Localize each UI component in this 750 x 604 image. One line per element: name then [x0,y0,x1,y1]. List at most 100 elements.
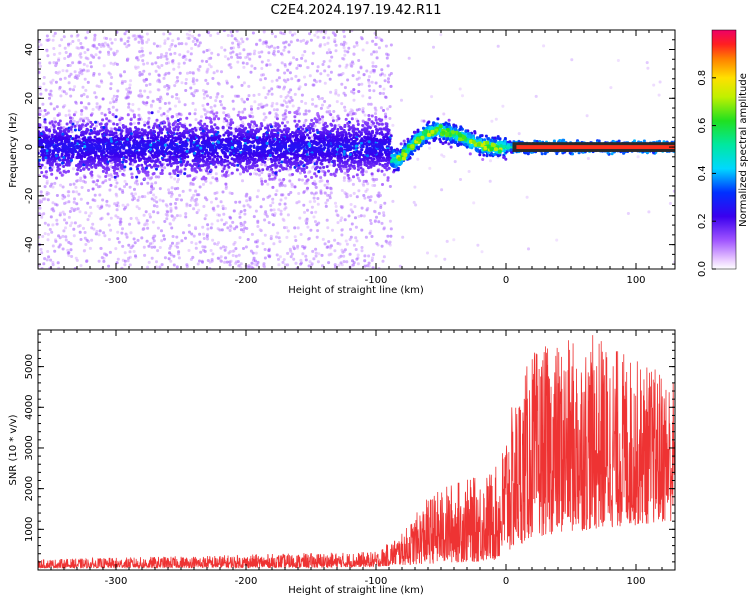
spectrogram-cell [273,212,277,216]
spectrogram-cell [229,259,233,263]
spectrogram-cell [480,250,484,254]
spectrogram-cell [125,30,129,33]
spectrogram-cell [177,252,180,256]
spectrogram-cell [202,237,206,240]
spectrogram-cell [293,235,297,239]
spectrogram-cell [263,160,267,164]
spectrogram-cell [147,110,151,114]
spectrogram-cell [214,99,218,103]
spectrogram-cell [71,61,75,65]
spectrogram-cell [416,157,420,161]
spectrogram-cell [55,218,59,222]
spectrogram-cell [119,73,122,77]
spectrogram-cell [136,182,139,186]
spectrogram-cell [194,89,198,92]
spectrogram-cell [340,102,344,106]
spectrogram-cell [126,113,130,117]
spectrogram-cell [52,47,56,50]
spectrogram-cell [135,55,139,59]
spectrogram-cell [279,155,283,159]
spectrogram-cell [361,119,365,123]
spectrogram-cell [68,87,72,91]
spectrogram-cell [163,237,166,241]
spectrogram-cell [192,82,196,86]
spectrogram-cell [389,146,393,150]
spectrogram-cell [290,252,294,256]
spectrogram-cell [107,174,111,178]
spectrogram-cell [326,179,329,183]
spectrogram-cell [206,223,210,227]
spectrogram-cell [61,69,65,73]
spectrogram-cell [227,63,231,67]
spectrogram-cell [225,260,229,264]
spectrogram-cell [47,133,51,136]
spectrogram-cell [340,228,344,232]
spectrogram-cell [201,157,205,161]
spectrogram-cell [56,113,60,117]
spectrogram-cell [324,204,328,208]
spectrogram-cell [306,133,309,137]
spectrogram-cell [378,84,382,88]
spectrogram-cell [489,159,492,163]
spectrogram-cell [272,208,276,212]
spectrogram-cell [253,262,257,266]
spectrogram-cell [81,119,85,123]
spectrogram-cell [168,48,172,51]
spectrogram-cell [71,190,75,194]
spectrogram-cell [191,71,195,75]
spectrogram-cell [76,179,80,182]
spectrogram-cell [103,113,107,117]
spectrogram-cell [261,242,265,246]
spectrogram-cell [128,91,132,95]
spectrogram-cell [296,38,300,42]
spectrogram-cell [172,127,176,131]
spectrogram-cell [125,87,129,91]
spectrogram-cell [374,118,378,122]
spectrogram-cell [119,217,123,221]
spectrogram-cell [218,228,222,232]
spectrogram-cell [206,102,210,106]
spectrogram-cell [64,92,68,96]
spectrogram-cell [223,260,227,264]
spectrogram-cell [189,52,193,56]
spectrogram-cell [215,95,219,99]
spectrogram-cell [240,37,244,41]
spectrogram-cell [219,255,223,259]
spectrogram-cell [186,36,190,40]
spectrogram-cell [52,209,56,213]
spectrogram-cell [265,103,269,107]
spectrogram-cell [388,105,392,109]
spectrogram-cell [158,187,162,191]
spectrogram-cell [85,69,89,73]
spectrogram-cell [198,185,202,189]
spectrogram-cell [346,173,350,177]
spectrogram-cell [279,52,283,56]
spectrogram-cell [371,131,374,135]
spectrogram-cell [40,200,43,204]
spectrogram-cell [250,261,254,265]
spectrogram-cell [249,70,253,74]
spectrogram-cell [193,37,197,40]
spectrogram-cell [86,48,90,52]
spectrogram-cell [91,180,95,184]
spectrogram-cell [77,192,81,196]
spectrogram-cell [136,58,140,62]
spectrogram-cell [194,118,198,122]
spectrogram-cell [73,221,77,225]
spectrogram-cell [107,119,111,123]
spectrogram-cell [232,209,236,213]
spectrogram-cell [626,212,630,215]
spectrogram-cell [275,189,279,193]
spectrogram-cell [668,202,672,205]
spectrogram-cell [168,107,172,111]
spectrogram-cell [95,102,99,106]
spectrogram-cell [428,146,432,150]
spectrogram-cell [288,62,292,66]
spectrogram-cell [158,44,162,48]
spectrogram-cell [175,93,179,97]
spectrogram-cell [95,84,99,88]
spectrogram-cell [366,206,370,210]
spectrogram-cell [279,31,283,35]
spectrogram-cell [352,52,356,56]
spectrogram-cell [291,134,295,138]
